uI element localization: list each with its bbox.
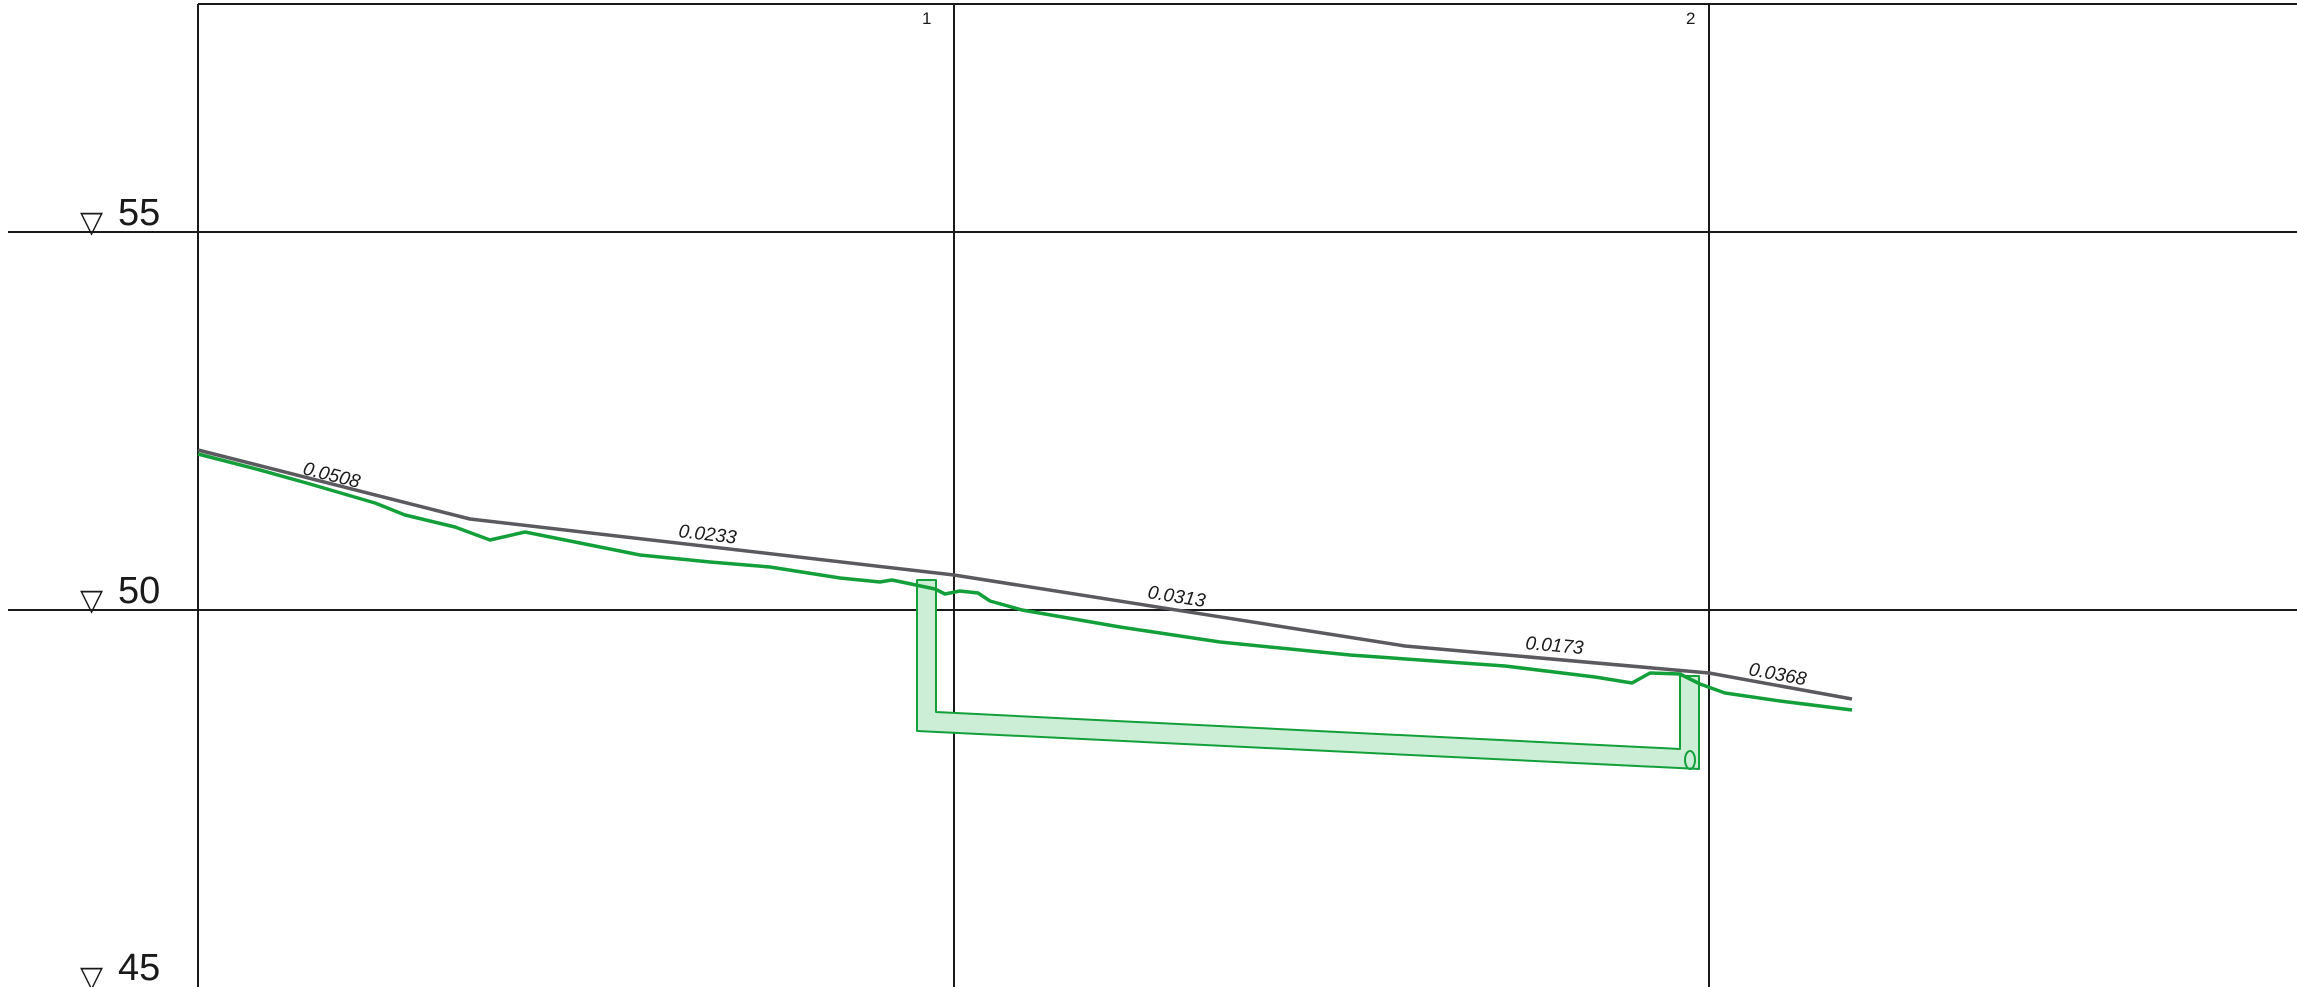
- level-triangle-icon: ▽: [80, 583, 103, 618]
- culvert-outlet-icon: [1684, 750, 1696, 770]
- slope-label: 0.0508: [301, 458, 363, 493]
- culvert-structure: [916, 579, 1700, 770]
- elevation-mark-45: ▽ 45: [80, 947, 160, 987]
- level-triangle-icon: ▽: [80, 960, 103, 987]
- ground-line: [197, 452, 1853, 712]
- level-triangle-icon: ▽: [80, 205, 103, 240]
- station-label-2: 2: [1686, 9, 1695, 28]
- slope-label: 0.0173: [1525, 633, 1585, 659]
- design-line: [197, 448, 1853, 701]
- elevation-mark-55: ▽ 55: [80, 192, 160, 240]
- station-label-1: 1: [922, 9, 931, 28]
- elevation-label: 45: [118, 947, 160, 987]
- elevation-label: 55: [118, 192, 160, 234]
- elevation-label: 50: [118, 570, 160, 612]
- grid-lines: [8, 3, 2297, 987]
- elevation-mark-50: ▽ 50: [80, 570, 160, 618]
